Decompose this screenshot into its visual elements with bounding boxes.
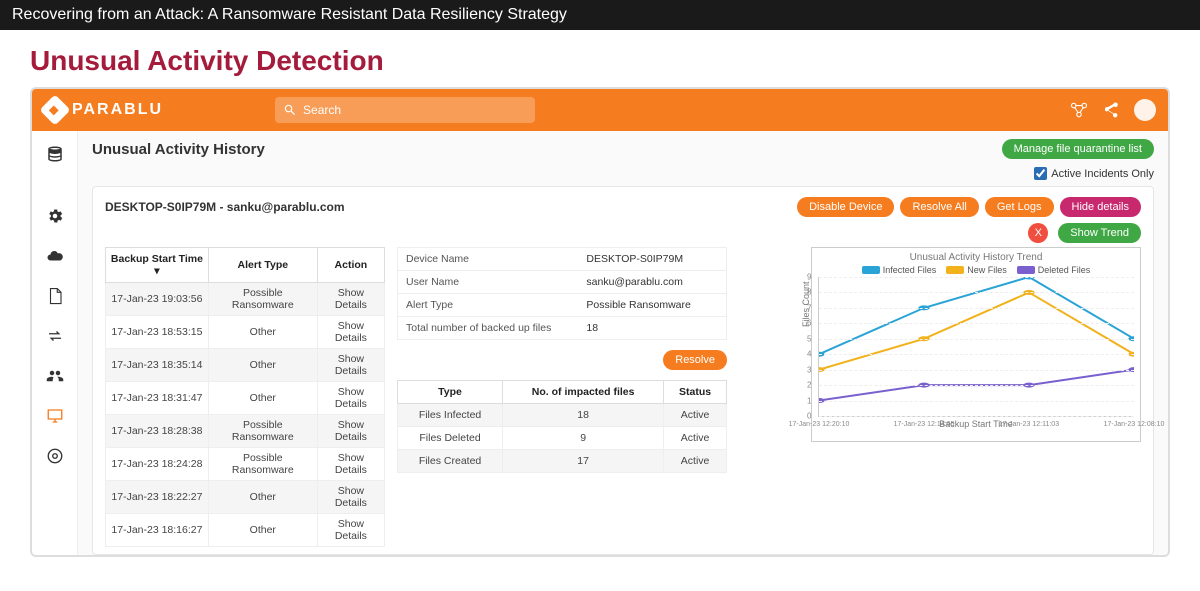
chart-plot: Files Count 012345678917-Jan-23 12:20:10… <box>818 277 1134 417</box>
search-input[interactable] <box>303 103 527 117</box>
history-table: Backup Start Time ▾ Alert Type Action 17… <box>105 247 385 547</box>
val-total: 18 <box>578 317 726 339</box>
device-line: DESKTOP-S0IP79M - sanku@parablu.com <box>105 200 345 214</box>
chart-title: Unusual Activity History Trend <box>818 252 1134 263</box>
main-panel: Unusual Activity History Manage file qua… <box>78 131 1168 555</box>
nav-users[interactable] <box>38 361 72 391</box>
disable-device-button[interactable]: Disable Device <box>797 197 894 217</box>
table-row: Files Created17Active <box>398 450 727 473</box>
details-column: Device NameDESKTOP-S0IP79M User Namesank… <box>397 247 727 544</box>
table-row[interactable]: 17-Jan-23 18:28:38Possible RansomwareSho… <box>106 415 385 448</box>
val-alert: Possible Ransomware <box>578 294 726 316</box>
app-body: Unusual Activity History Manage file qua… <box>32 131 1168 555</box>
chart-column: Unusual Activity History Trend Infected … <box>739 247 1141 544</box>
show-details-link[interactable]: Show Details <box>317 514 384 547</box>
resolve-all-button[interactable]: Resolve All <box>900 197 978 217</box>
card-header: DESKTOP-S0IP79M - sanku@parablu.com Disa… <box>105 197 1141 217</box>
history-column: Backup Start Time ▾ Alert Type Action 17… <box>105 247 385 544</box>
nav-report[interactable] <box>38 281 72 311</box>
lbl-user: User Name <box>398 271 578 293</box>
table-row[interactable]: 17-Jan-23 18:35:14OtherShow Details <box>106 349 385 382</box>
hide-details-button[interactable]: Hide details <box>1060 197 1141 217</box>
video-title: Recovering from an Attack: A Ransomware … <box>12 6 567 23</box>
table-row[interactable]: 17-Jan-23 18:31:47OtherShow Details <box>106 382 385 415</box>
impact-table: Type No. of impacted files Status Files … <box>397 380 727 473</box>
video-title-bar: Recovering from an Attack: A Ransomware … <box>0 0 1200 30</box>
lbl-total: Total number of backed up files <box>398 317 578 339</box>
manage-quarantine-button[interactable]: Manage file quarantine list <box>1002 139 1154 159</box>
legend-new: New Files <box>967 265 1007 275</box>
active-only-label: Active Incidents Only <box>1051 168 1154 180</box>
show-trend-button[interactable]: Show Trend <box>1058 223 1141 243</box>
show-details-link[interactable]: Show Details <box>317 283 384 316</box>
table-row[interactable]: 17-Jan-23 18:16:27OtherShow Details <box>106 514 385 547</box>
active-only-row: Active Incidents Only <box>92 167 1154 180</box>
incident-card: DESKTOP-S0IP79M - sanku@parablu.com Disa… <box>92 186 1154 555</box>
show-details-link[interactable]: Show Details <box>317 448 384 481</box>
nav-settings[interactable] <box>38 201 72 231</box>
show-details-link[interactable]: Show Details <box>317 382 384 415</box>
share-icon[interactable] <box>1102 101 1120 119</box>
lbl-device: Device Name <box>398 248 578 270</box>
left-nav <box>32 131 78 555</box>
resolve-button[interactable]: Resolve <box>663 350 727 370</box>
table-row[interactable]: 17-Jan-23 19:03:56Possible RansomwareSho… <box>106 283 385 316</box>
show-details-link[interactable]: Show Details <box>317 415 384 448</box>
table-row: Files Deleted9Active <box>398 427 727 450</box>
close-icon[interactable]: X <box>1028 223 1048 243</box>
get-logs-button[interactable]: Get Logs <box>985 197 1054 217</box>
val-user: sanku@parablu.com <box>578 271 726 293</box>
search-icon <box>283 103 297 117</box>
nav-help[interactable] <box>38 441 72 471</box>
card-content: Backup Start Time ▾ Alert Type Action 17… <box>105 247 1141 544</box>
trend-chart: Unusual Activity History Trend Infected … <box>811 247 1141 442</box>
col-istatus: Status <box>664 381 727 404</box>
col-action: Action <box>317 248 384 283</box>
show-details-link[interactable]: Show Details <box>317 349 384 382</box>
show-details-link[interactable]: Show Details <box>317 481 384 514</box>
table-row[interactable]: 17-Jan-23 18:22:27OtherShow Details <box>106 481 385 514</box>
table-row[interactable]: 17-Jan-23 18:24:28Possible RansomwareSho… <box>106 448 385 481</box>
nav-database[interactable] <box>38 139 72 169</box>
slide-area: Unusual Activity Detection ◆ PARABLU <box>0 30 1200 557</box>
brand-text: PARABLU <box>72 101 163 119</box>
chart-legend: Infected Files New Files Deleted Files <box>818 265 1134 275</box>
section-title: Unusual Activity History <box>92 141 265 158</box>
header-actions <box>1070 99 1156 121</box>
nav-monitor[interactable] <box>38 401 72 431</box>
nav-cloud[interactable] <box>38 241 72 271</box>
col-type: Alert Type <box>208 248 317 283</box>
table-row: Files Infected18Active <box>398 404 727 427</box>
nav-transfer[interactable] <box>38 321 72 351</box>
details-table: Device NameDESKTOP-S0IP79M User Namesank… <box>397 247 727 340</box>
app-frame: ◆ PARABLU <box>30 87 1170 557</box>
table-row[interactable]: 17-Jan-23 18:53:15OtherShow Details <box>106 316 385 349</box>
card-subheader: X Show Trend <box>105 223 1141 243</box>
col-itype: Type <box>398 381 503 404</box>
show-details-link[interactable]: Show Details <box>317 316 384 349</box>
active-only-checkbox[interactable] <box>1034 167 1047 180</box>
val-device: DESKTOP-S0IP79M <box>578 248 726 270</box>
section-header: Unusual Activity History Manage file qua… <box>92 139 1154 159</box>
user-avatar[interactable] <box>1134 99 1156 121</box>
app-header: ◆ PARABLU <box>32 89 1168 131</box>
shield-icon: ◆ <box>39 94 70 125</box>
brand-logo[interactable]: ◆ PARABLU <box>44 99 163 121</box>
network-icon[interactable] <box>1070 101 1088 119</box>
lbl-alert: Alert Type <box>398 294 578 316</box>
slide-title: Unusual Activity Detection <box>30 45 1170 77</box>
chart-xlabel: Backup Start Time <box>818 419 1134 429</box>
legend-infected: Infected Files <box>883 265 937 275</box>
col-time[interactable]: Backup Start Time ▾ <box>106 248 209 283</box>
search-box[interactable] <box>275 97 535 123</box>
legend-deleted: Deleted Files <box>1038 265 1091 275</box>
col-inum: No. of impacted files <box>503 381 664 404</box>
